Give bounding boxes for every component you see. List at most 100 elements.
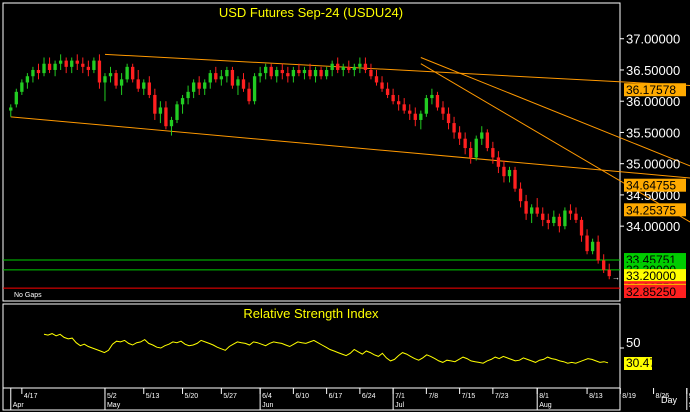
candle bbox=[230, 66, 235, 89]
candle bbox=[524, 194, 528, 220]
candle bbox=[457, 126, 462, 145]
date-tick-label: 8/19 bbox=[622, 393, 636, 400]
candle bbox=[358, 57, 362, 74]
candle bbox=[169, 116, 174, 136]
candle bbox=[552, 210, 556, 227]
date-tick-label: 7/1 bbox=[395, 393, 405, 400]
candle bbox=[446, 107, 451, 130]
price-tick-label: 37.00000 bbox=[626, 32, 680, 47]
price-tick-label: 34.00000 bbox=[626, 219, 680, 234]
candle bbox=[302, 66, 307, 80]
candle bbox=[347, 60, 351, 74]
candle bbox=[513, 166, 517, 192]
date-tick-label: 6/10 bbox=[295, 393, 309, 400]
month-label: Apr bbox=[13, 402, 25, 409]
candle bbox=[203, 79, 207, 95]
candle bbox=[103, 73, 107, 102]
date-tick-label: 9/2 bbox=[689, 393, 690, 400]
candle bbox=[496, 151, 501, 174]
candle bbox=[119, 73, 124, 95]
period-label: Day bbox=[661, 395, 678, 405]
candle bbox=[197, 76, 201, 95]
trendlines bbox=[10, 53, 690, 223]
candle bbox=[258, 66, 262, 83]
candle bbox=[14, 88, 18, 108]
candle bbox=[131, 63, 135, 83]
trendline-3 bbox=[420, 63, 690, 223]
candle bbox=[247, 82, 251, 105]
price-panel-frame bbox=[2, 2, 621, 302]
candle bbox=[336, 57, 340, 74]
candle bbox=[114, 69, 118, 89]
price-level-label: 32.85250 bbox=[626, 285, 676, 299]
date-tick-label: 7/23 bbox=[495, 393, 509, 400]
candle bbox=[36, 63, 41, 80]
candlesticks bbox=[9, 54, 611, 280]
candle bbox=[502, 160, 506, 183]
candle bbox=[58, 54, 63, 70]
date-ticks: 4/17 5/2 5/13 5/20 5/27 6/4 6/10 6/17 6/24 7/1 7/8… bbox=[10, 388, 690, 410]
date-tick-label: 8/1 bbox=[539, 393, 549, 400]
month-label: Jun bbox=[262, 402, 273, 409]
candle bbox=[391, 88, 395, 105]
trendline-2 bbox=[420, 57, 690, 167]
candle bbox=[97, 54, 102, 89]
month-label: Aug bbox=[539, 402, 552, 409]
price-level-label: 33.20000 bbox=[626, 269, 676, 283]
candle bbox=[191, 79, 196, 99]
candle bbox=[31, 66, 35, 83]
candle bbox=[75, 54, 79, 70]
candle bbox=[308, 63, 312, 80]
candle bbox=[269, 63, 273, 80]
price-level-badge: 36.17578 bbox=[624, 83, 686, 97]
candle bbox=[241, 73, 246, 92]
candle bbox=[441, 101, 445, 120]
rsi-tick-50: 50 bbox=[626, 335, 640, 350]
price-level-label: 36.17578 bbox=[626, 83, 676, 97]
candle bbox=[546, 213, 550, 230]
candle bbox=[158, 101, 163, 124]
candle bbox=[297, 63, 301, 77]
candle bbox=[574, 207, 578, 224]
candle bbox=[341, 63, 345, 77]
candle bbox=[175, 101, 179, 124]
candle bbox=[9, 104, 13, 117]
candle bbox=[330, 60, 334, 77]
candle bbox=[568, 204, 573, 220]
date-tick-label: 5/13 bbox=[146, 393, 160, 400]
candle bbox=[219, 69, 224, 86]
rsi-panel: Relative Strength Index 50 30.47 bbox=[2, 303, 656, 389]
candle bbox=[280, 63, 284, 80]
month-label: Jul bbox=[395, 402, 404, 409]
price-axis: 37.00000 36.50000 36.00000 35.50000 35.00000… bbox=[620, 32, 680, 234]
candle bbox=[402, 98, 406, 114]
date-axis-frame bbox=[2, 387, 621, 411]
candle bbox=[413, 107, 417, 127]
candle bbox=[236, 76, 240, 95]
price-level-badge: 34.64755 bbox=[624, 178, 686, 193]
candle bbox=[252, 73, 257, 105]
candle bbox=[20, 79, 24, 95]
price-tick-label: 36.50000 bbox=[626, 63, 680, 78]
candle bbox=[286, 66, 290, 83]
candle bbox=[474, 135, 478, 161]
date-tick-label: 7/15 bbox=[462, 393, 476, 400]
candle bbox=[275, 66, 279, 83]
candle bbox=[86, 60, 91, 77]
candle bbox=[529, 204, 534, 224]
candle bbox=[480, 126, 484, 145]
price-tick-label: 35.00000 bbox=[626, 157, 680, 172]
candle bbox=[319, 66, 323, 80]
trendline-0 bbox=[10, 116, 690, 179]
candle bbox=[424, 94, 429, 117]
candle bbox=[125, 63, 129, 83]
price-panel: USD Futures Sep-24 (USDU24) No Gaps 37.0… bbox=[2, 2, 690, 302]
candle bbox=[324, 66, 329, 80]
candle bbox=[430, 88, 434, 105]
price-level-badge: 32.85250 bbox=[624, 285, 686, 299]
candle bbox=[264, 63, 268, 80]
date-tick-label: 5/27 bbox=[223, 393, 237, 400]
candle bbox=[53, 60, 57, 77]
candle bbox=[108, 66, 113, 83]
